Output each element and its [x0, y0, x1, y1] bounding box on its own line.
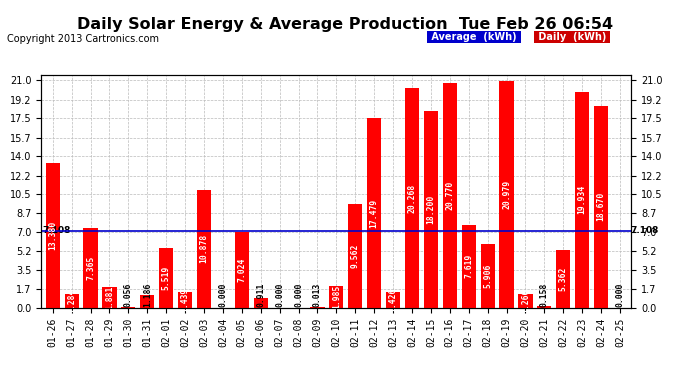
Bar	[575, 92, 589, 308]
Text: 17.479: 17.479	[370, 198, 379, 228]
Bar	[462, 225, 476, 308]
Text: 20.770: 20.770	[445, 181, 454, 210]
Text: 13.380: 13.380	[48, 220, 57, 250]
Text: 0.000: 0.000	[275, 282, 284, 307]
Bar	[197, 190, 211, 308]
Text: 1.439: 1.439	[181, 288, 190, 312]
Text: 20.979: 20.979	[502, 180, 511, 209]
Text: 0.056: 0.056	[124, 282, 133, 307]
Text: 0.158: 0.158	[540, 282, 549, 307]
Text: Average  (kWh): Average (kWh)	[428, 32, 520, 42]
Bar	[518, 294, 533, 308]
Text: 5.519: 5.519	[161, 266, 170, 290]
Text: Daily Solar Energy & Average Production  Tue Feb 26 06:54: Daily Solar Energy & Average Production …	[77, 17, 613, 32]
Bar	[500, 81, 513, 308]
Bar	[83, 228, 98, 308]
Text: Copyright 2013 Cartronics.com: Copyright 2013 Cartronics.com	[7, 34, 159, 44]
Text: 7.619: 7.619	[464, 254, 473, 279]
Bar	[424, 111, 438, 308]
Text: 20.268: 20.268	[408, 183, 417, 213]
Bar	[367, 118, 382, 308]
Bar	[140, 295, 155, 307]
Bar	[159, 248, 173, 308]
Bar	[121, 307, 135, 308]
Bar	[65, 294, 79, 308]
Text: 5.906: 5.906	[483, 263, 492, 288]
Bar	[480, 244, 495, 308]
Bar	[405, 88, 419, 308]
Bar	[178, 292, 193, 308]
Bar	[254, 298, 268, 307]
Text: 1.881: 1.881	[105, 285, 114, 309]
Text: 7.365: 7.365	[86, 255, 95, 280]
Bar	[46, 163, 60, 308]
Bar	[329, 286, 344, 308]
Bar	[443, 83, 457, 308]
Text: 1.266: 1.266	[521, 288, 530, 313]
Text: 0.000: 0.000	[615, 282, 624, 307]
Text: 0.000: 0.000	[294, 282, 303, 307]
Text: 1.284: 1.284	[67, 288, 76, 313]
Text: 7.024: 7.024	[237, 257, 246, 282]
Text: Daily  (kWh): Daily (kWh)	[535, 32, 609, 42]
Text: 9.562: 9.562	[351, 244, 359, 268]
Text: 1.985: 1.985	[332, 285, 341, 309]
Bar	[102, 287, 117, 308]
Bar	[594, 106, 608, 308]
Text: 10.878: 10.878	[199, 234, 208, 263]
Text: 18.670: 18.670	[597, 192, 606, 221]
Bar	[556, 249, 571, 308]
Bar	[235, 231, 249, 308]
Text: 19.934: 19.934	[578, 185, 586, 214]
Text: 0.013: 0.013	[313, 282, 322, 307]
Text: 0.911: 0.911	[256, 282, 265, 307]
Text: 7.108: 7.108	[42, 226, 70, 235]
Text: 1.186: 1.186	[143, 282, 152, 307]
Text: 7.108: 7.108	[631, 226, 659, 235]
Text: 0.000: 0.000	[219, 282, 228, 307]
Text: 5.362: 5.362	[559, 266, 568, 291]
Bar	[348, 204, 362, 308]
Bar	[386, 292, 400, 308]
Text: 18.200: 18.200	[426, 195, 435, 224]
Text: 1.426: 1.426	[388, 288, 397, 312]
Bar	[538, 306, 551, 308]
